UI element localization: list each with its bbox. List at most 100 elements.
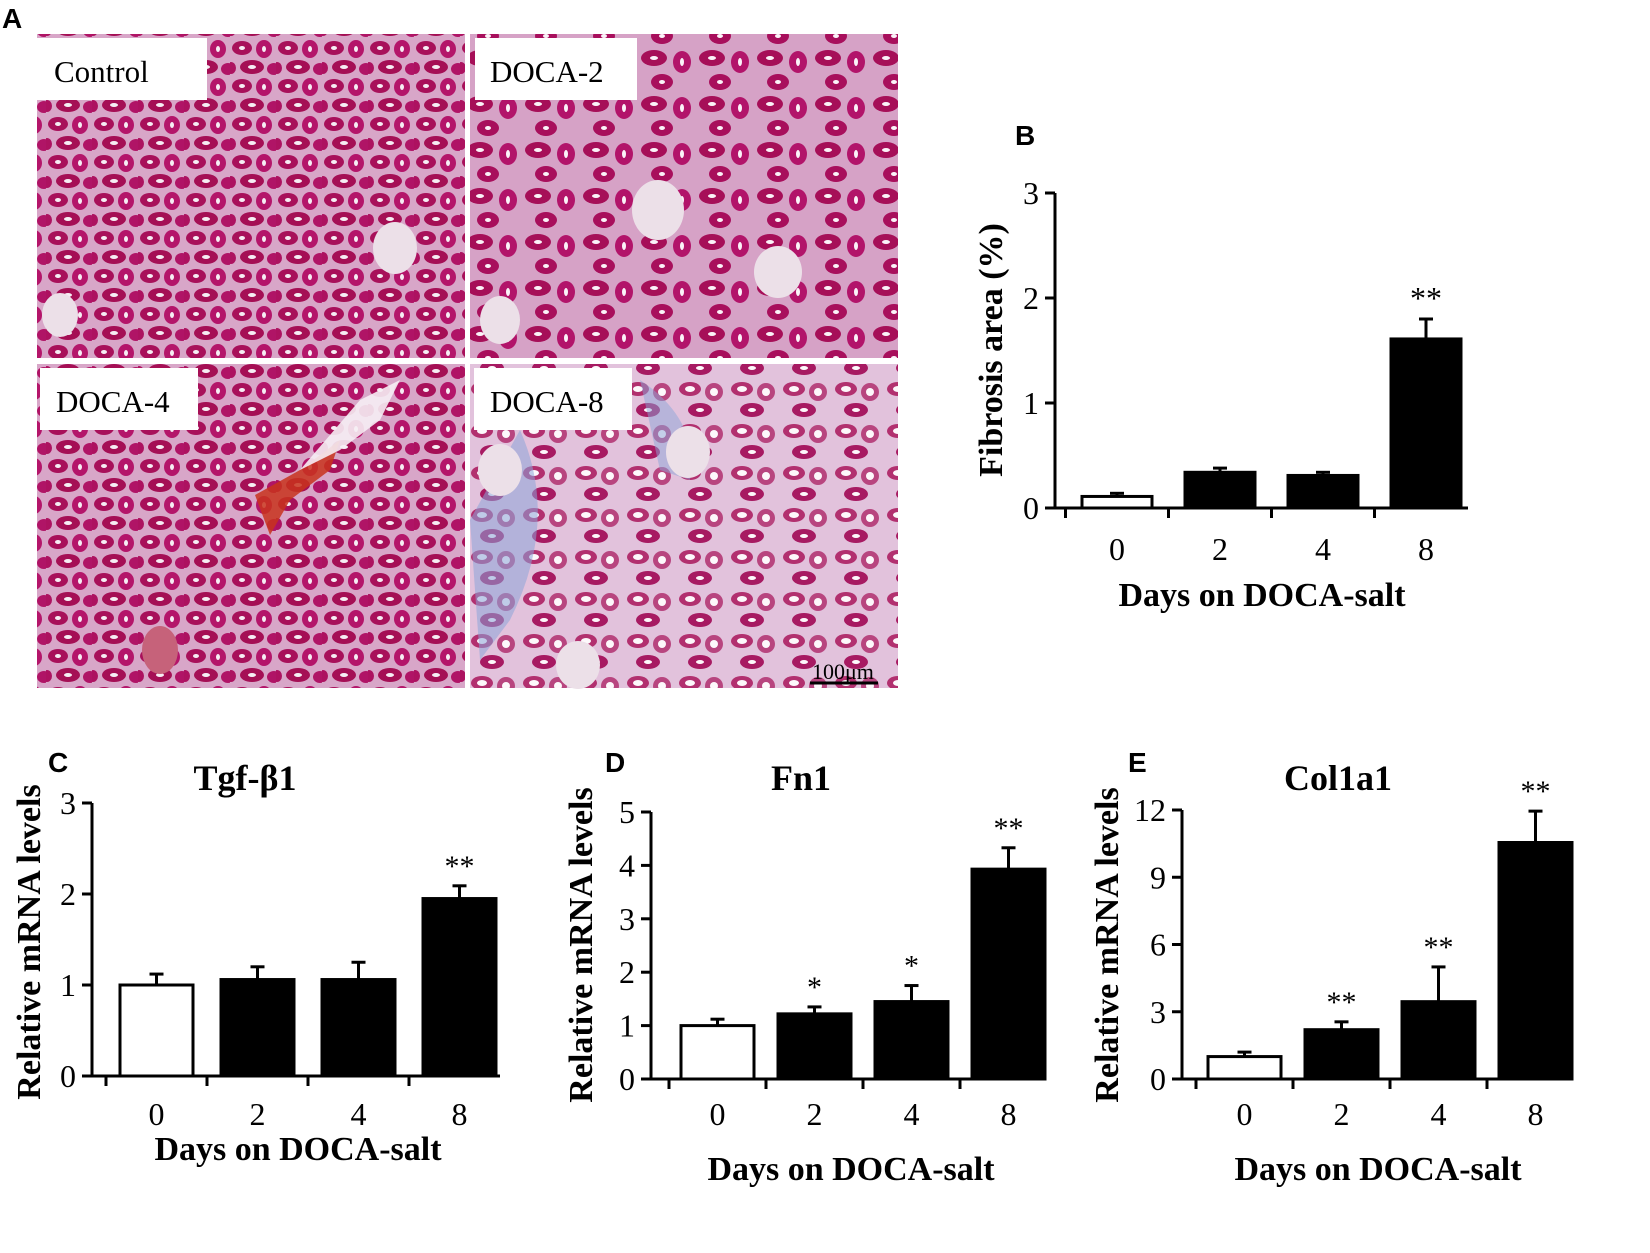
histology-panel-doca8: DOCA-8 100μm [470,364,898,689]
chart-b: B 0 1 2 3 0 2 4 ** 8 Days on DOCA-salt Fibrosis are… [973,120,1468,614]
x-tick-label: 8 [1528,1096,1544,1132]
histology-panel-doca2: DOCA-2 [470,34,898,358]
x-tick-label: 4 [351,1096,367,1132]
chart-c: C Tgf-β1 0 1 2 3 0 2 4 ** 8 Days on DOCA-salt Relati… [11,747,500,1168]
y-axis-label: Relative mRNA levels [563,787,600,1102]
bar-day-2 [1303,1028,1380,1081]
bar-day-8 [1497,841,1574,1081]
x-tick-label: 8 [452,1096,468,1132]
bar-day-4 [1286,473,1360,510]
x-tick-label: 2 [1212,531,1228,567]
x-axis-label: Days on DOCA-salt [1118,577,1406,614]
y-tick-label: 0 [1150,1061,1166,1097]
label-doca4: DOCA-4 [56,384,170,419]
significance-marker: ** [994,812,1024,845]
x-tick-label: 4 [904,1096,920,1132]
vessel-lumen [300,380,400,470]
bar-day-8 [421,897,498,1078]
chart-title: Tgf-β1 [194,758,297,798]
significance-marker: ** [1410,280,1442,316]
bar-day-4 [320,978,397,1078]
bar-day-8 [1389,337,1463,510]
label-doca8: DOCA-8 [490,384,604,419]
x-tick-label: 0 [1109,531,1125,567]
bar-day-0 [1080,494,1154,510]
glomerulus-control [373,222,417,274]
label-box-doca2 [475,38,637,100]
panel-letter-b: B [1015,120,1035,151]
significance-marker: ** [445,850,475,883]
label-control: Control [54,54,149,89]
x-tick-label: 2 [807,1096,823,1132]
y-tick-label: 2 [619,954,635,990]
x-tick-label: 0 [710,1096,726,1132]
x-tick-label: 0 [149,1096,165,1132]
y-axis-label: Relative mRNA levels [1089,787,1126,1102]
x-tick-label: 4 [1315,531,1331,567]
significance-marker: * [904,950,919,983]
y-tick-label: 2 [60,876,76,912]
scale-bar-label: 100μm [812,659,874,684]
y-tick-label: 0 [1023,490,1039,526]
bar-day-8 [970,867,1047,1081]
y-tick-label: 12 [1134,792,1166,828]
x-tick-label: 2 [1334,1096,1350,1132]
y-axis-label: Relative mRNA levels [11,784,48,1099]
y-tick-label: 3 [1150,994,1166,1030]
chart-title: Col1a1 [1284,758,1392,798]
glomerulus-doca8-2 [666,426,710,478]
chart-title: Fn1 [771,758,831,798]
x-tick-label: 8 [1418,531,1434,567]
x-tick-label: 8 [1001,1096,1017,1132]
y-tick-label: 0 [60,1058,76,1094]
glomerulus-doca4 [142,626,178,674]
y-axis-label: Fibrosis area (%) [973,223,1010,477]
panel-letter-c: C [48,747,68,778]
y-tick-label: 1 [1023,385,1039,421]
x-axis-label: Days on DOCA-salt [154,1131,442,1168]
significance-marker: ** [1424,931,1454,964]
significance-marker: * [807,971,822,1004]
panel-letter-a: A [2,3,22,34]
x-tick-label: 0 [1237,1096,1253,1132]
y-tick-label: 5 [619,794,635,830]
collagen-area-1 [470,430,538,660]
bar-day-4 [1400,1000,1477,1081]
panel-letter-e: E [1128,747,1147,778]
glomerulus-doca2-2 [480,296,520,344]
bar-day-0 [1206,1055,1283,1081]
y-tick-label: 9 [1150,859,1166,895]
glomerulus-doca8 [478,444,522,496]
y-tick-label: 0 [619,1061,635,1097]
glomerulus-doca8-3 [556,641,600,689]
y-tick-label: 3 [1023,175,1039,211]
label-box-doca4 [40,368,198,430]
bar-day-2 [219,978,296,1078]
label-box-doca8 [474,368,632,430]
y-tick-label: 6 [1150,927,1166,963]
bar-day-2 [1183,470,1257,510]
histology-panel-doca4: DOCA-4 [37,364,465,688]
x-axis-label: Days on DOCA-salt [1234,1151,1522,1188]
y-tick-label: 1 [60,967,76,1003]
label-box-control [37,38,207,100]
y-tick-label: 3 [619,901,635,937]
x-tick-label: 2 [250,1096,266,1132]
y-tick-label: 2 [1023,280,1039,316]
glomerulus-control-2 [42,293,78,337]
panel-letter-d: D [605,747,625,778]
y-tick-label: 4 [619,847,635,883]
y-tick-label: 1 [619,1008,635,1044]
y-tick-label: 3 [60,785,76,821]
bar-day-4 [873,1000,950,1081]
glomerulus-doca2 [632,180,684,240]
x-tick-label: 4 [1431,1096,1447,1132]
bar-day-0 [118,983,195,1078]
histology-panel-control: Control [37,34,465,358]
x-axis-label: Days on DOCA-salt [707,1151,995,1188]
